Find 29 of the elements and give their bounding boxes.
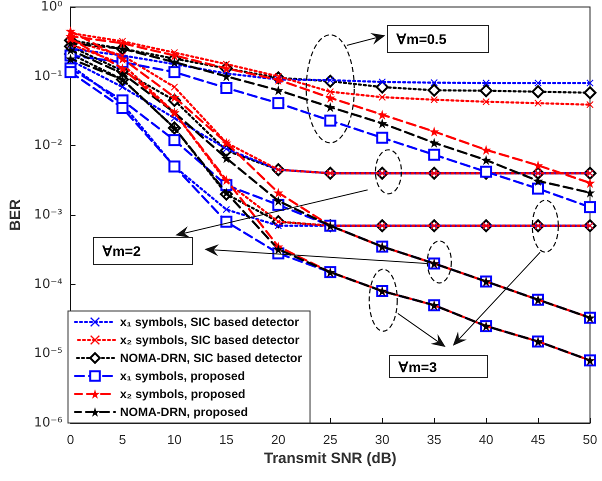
annotation: ∀m=2 (93, 237, 194, 265)
x-tick-label: 35 (426, 432, 442, 447)
x-tick-label: 15 (219, 432, 234, 447)
y-axis-title: BER (7, 199, 24, 231)
y-tick-label: 10⁻¹ (34, 68, 63, 84)
x-axis-title: Transmit SNR (dB) (264, 450, 397, 467)
x-tick-label: 0 (66, 432, 74, 447)
x-tick-label: 20 (271, 432, 286, 447)
x-tick-label: 40 (478, 432, 494, 447)
legend-label: NOMA-DRN, proposed (120, 405, 248, 419)
legend-label: x₁ symbols, proposed (120, 369, 245, 383)
annotation: ∀m=0.5 (387, 25, 490, 53)
x-tick-label: 5 (118, 432, 126, 447)
x-tick-label: 25 (323, 432, 338, 447)
y-tick-label: 10⁻⁶ (34, 416, 63, 430)
y-tick-label: 10⁻² (34, 138, 63, 154)
y-tick-label: 10⁻³ (34, 208, 63, 222)
y-tick-label: 10⁻⁴ (34, 276, 63, 292)
legend-label: x₂ symbols, proposed (120, 387, 246, 401)
x-tick-label: 45 (530, 432, 546, 447)
y-tick-label: 10⁰ (40, 0, 63, 14)
legend-label: NOMA-DRN, SIC based detector (120, 351, 302, 365)
x-tick-label: 10 (167, 432, 182, 447)
legend-label: x₁ symbols, SIC based detector (120, 315, 300, 329)
annotation: ∀m=3 (389, 355, 488, 378)
y-tick-label: 10⁻⁵ (34, 346, 63, 362)
legend-label: x₂ symbols, SIC based detector (120, 333, 300, 347)
x-tick-label: 30 (374, 432, 390, 447)
x-tick-label: 50 (582, 432, 598, 447)
